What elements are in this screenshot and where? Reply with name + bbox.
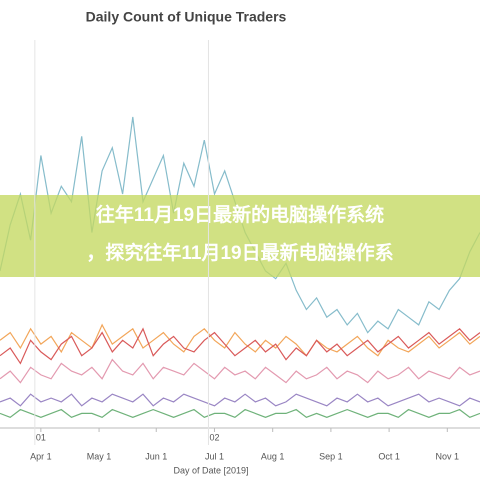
banner-line: ，探究往年11月19日最新电脑操作系	[86, 241, 393, 264]
x-tick-label: Sep 1	[319, 451, 343, 461]
x-tick-label: Jun 1	[145, 451, 167, 461]
banner-line: 往年11月19日最新的电脑操作系统	[96, 203, 384, 226]
x-tick-label: Nov 1	[436, 451, 460, 461]
banner	[0, 195, 480, 277]
series-line	[0, 323, 480, 357]
x-tick-label: Aug 1	[261, 451, 285, 461]
chart-title: Daily Count of Unique Traders	[86, 9, 287, 25]
quarter-tick-label: 01	[36, 432, 46, 442]
series-line	[0, 327, 480, 365]
x-tick-label: Apr 1	[30, 451, 52, 461]
plot	[0, 116, 480, 418]
series-line	[0, 393, 480, 407]
x-tick-label: May 1	[87, 451, 112, 461]
quarter-tick-label: 02	[209, 432, 219, 442]
series-line	[0, 358, 480, 384]
x-tick-label: Jul 1	[205, 451, 224, 461]
x-axis-title: Day of Date [2019]	[173, 465, 248, 475]
x-tick-label: Oct 1	[378, 451, 400, 461]
series-line	[0, 408, 480, 418]
